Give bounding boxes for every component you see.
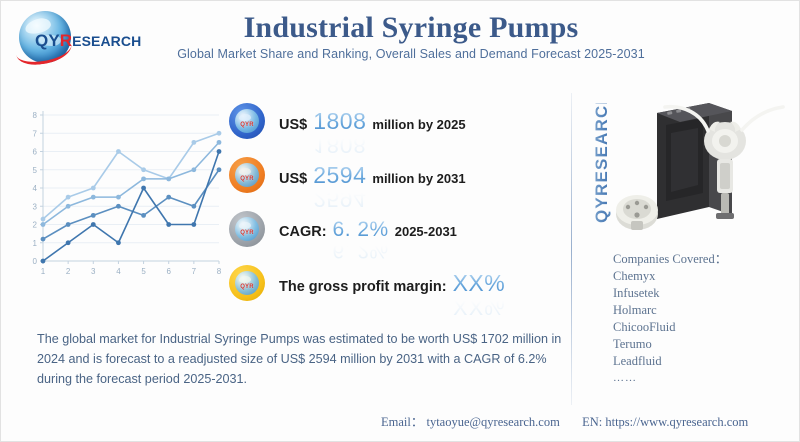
metric-lead: US$ — [279, 170, 308, 187]
list-item: Terumo — [613, 337, 652, 351]
qyr-badge-gold-icon: QYR — [229, 265, 265, 301]
svg-text:8: 8 — [33, 111, 38, 120]
metric-lead: US$ — [279, 116, 308, 133]
metric-text: US$ 2594 2594 million by 2031 — [279, 161, 466, 212]
companies-covered-list: Companies Covered： Chemyx Infusetek Holm… — [613, 251, 793, 387]
email-address[interactable]: tytaoyue@qyresearch.com — [426, 415, 560, 429]
list-item: Chemyx — [613, 269, 656, 283]
qyr-badge-blue-icon: QYR — [229, 103, 265, 139]
metric-lead: CAGR: — [279, 223, 327, 240]
metric-value: 2594 2594 — [313, 161, 367, 212]
metric-row-cagr: QYR CAGR: 6. 2% 6. 2% 2025-2031 — [229, 206, 549, 262]
metric-value: XX% XX% — [452, 269, 506, 320]
svg-text:0: 0 — [33, 257, 38, 266]
logo-text-r: R — [59, 31, 73, 50]
svg-text:6: 6 — [166, 267, 171, 276]
metric-row-gross-profit-margin: QYR The gross profit margin: XX% XX% — [229, 260, 549, 320]
logo-wordmark: QYRESEARCH — [35, 31, 141, 51]
page-title: Industrial Syringe Pumps — [243, 11, 579, 44]
metric-row-market-size-2025: QYR US$ 1808 1808 million by 2025 — [229, 98, 549, 158]
email-label: Email： — [381, 415, 424, 429]
metric-row-market-size-2031: QYR US$ 2594 2594 million by 2031 — [229, 152, 549, 212]
svg-text:7: 7 — [192, 267, 197, 276]
market-summary-text: The global market for Industrial Syringe… — [37, 332, 562, 386]
svg-text:8: 8 — [217, 267, 222, 276]
svg-text:5: 5 — [141, 267, 146, 276]
companies-more-indicator: …… — [613, 372, 637, 384]
svg-text:6: 6 — [33, 148, 38, 157]
metric-text: The gross profit margin: XX% XX% — [279, 269, 506, 320]
syringe-pump-illustration — [616, 103, 785, 230]
qyresearch-logo: QYRESEARCH — [13, 9, 163, 67]
qyr-badge-gray-icon: QYR — [229, 211, 265, 247]
metric-value: 6. 2% 6. 2% — [332, 217, 389, 262]
page-subtitle: Global Market Share and Ranking, Overall… — [177, 47, 645, 61]
list-item: Infusetek — [613, 286, 660, 300]
svg-text:3: 3 — [91, 267, 96, 276]
contact-footer: Email： tytaoyue@qyresearch.com EN: https… — [381, 411, 786, 430]
svg-text:4: 4 — [116, 267, 121, 276]
metric-value: 1808 1808 — [313, 107, 367, 158]
metric-text: CAGR: 6. 2% 6. 2% 2025-2031 — [279, 217, 457, 262]
key-metrics-list: QYR US$ 1808 1808 million by 2025 QYR US$… — [229, 96, 549, 320]
metric-tail: million by 2025 — [372, 116, 466, 132]
svg-text:1: 1 — [33, 239, 38, 248]
metric-lead: The gross profit margin: — [279, 278, 447, 295]
metric-tail: 2025-2031 — [394, 223, 457, 239]
logo-text-qy: QY — [35, 31, 60, 50]
product-image — [613, 89, 791, 251]
svg-text:3: 3 — [33, 202, 38, 211]
svg-text:5: 5 — [33, 166, 38, 175]
companies-heading: Companies Covered： — [613, 252, 728, 266]
svg-text:4: 4 — [33, 184, 38, 193]
svg-text:2: 2 — [33, 221, 38, 230]
qyr-badge-orange-icon: QYR — [229, 157, 265, 193]
svg-text:1: 1 — [41, 267, 46, 276]
list-item: Leadfluid — [613, 354, 662, 368]
globe-icon — [19, 11, 71, 63]
list-item: ChicooFluid — [613, 320, 676, 334]
vertical-divider — [571, 93, 572, 405]
metric-text: US$ 1808 1808 million by 2025 — [279, 107, 466, 158]
svg-text:2: 2 — [66, 267, 71, 276]
site-label: EN: — [582, 415, 603, 429]
metric-tail: million by 2031 — [372, 170, 466, 186]
list-item: Holmarc — [613, 303, 657, 317]
logo-text-esearch: ESEARCH — [72, 33, 142, 49]
site-url[interactable]: https://www.qyresearch.com — [605, 415, 749, 429]
svg-text:7: 7 — [33, 129, 38, 138]
